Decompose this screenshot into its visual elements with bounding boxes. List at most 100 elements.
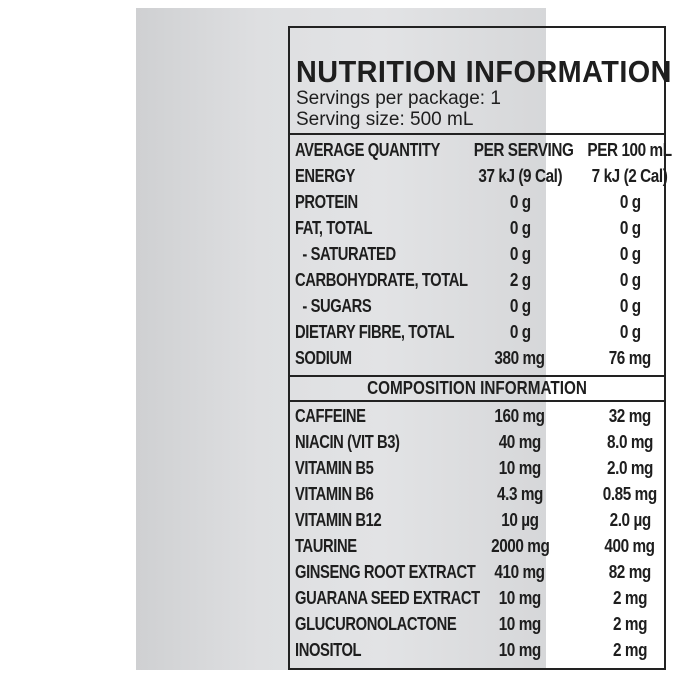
cell-text: GINSENG ROOT EXTRACT bbox=[295, 562, 476, 582]
table-row: FAT, TOTAL 0 g 0 g bbox=[290, 218, 664, 243]
composition-title: COMPOSITION INFORMATION bbox=[367, 378, 587, 398]
cell-text: 2.0 mg bbox=[607, 458, 653, 478]
per-serving-value: 10 mg bbox=[465, 458, 575, 479]
per-100ml-value: 2 mg bbox=[580, 640, 679, 661]
table-row: SODIUM 380 mg 76 mg bbox=[290, 348, 664, 373]
nutrition-panel: NUTRITION INFORMATION Servings per packa… bbox=[288, 26, 673, 670]
per-100ml-value: 2.0 µg bbox=[580, 510, 679, 531]
per-serving-value: 0 g bbox=[465, 218, 575, 239]
per-serving-value: 0 g bbox=[465, 296, 575, 317]
cell-text: 40 mg bbox=[498, 432, 542, 452]
table-row: CAFFEINE 160 mg 32 mg bbox=[290, 406, 664, 431]
per-100ml-value: 0.85 mg bbox=[580, 484, 679, 505]
table-row: - SATURATED 0 g 0 g bbox=[290, 244, 664, 269]
cell-text: 7 kJ (2 Cal) bbox=[592, 166, 668, 186]
cell-text: 0 g bbox=[619, 192, 641, 212]
per-serving-value: 40 mg bbox=[465, 432, 575, 453]
table-row: VITAMIN B12 10 µg 2.0 µg bbox=[290, 510, 664, 535]
divider bbox=[290, 375, 664, 377]
per-100ml-value: 0 g bbox=[580, 218, 679, 239]
per-100ml-value: 0 g bbox=[580, 270, 679, 291]
cell-text: 2 mg bbox=[612, 588, 647, 608]
serving-size: Serving size: 500 mL bbox=[296, 109, 474, 130]
per-serving-value: PER SERVING bbox=[465, 140, 575, 161]
per-100ml-value: 0 g bbox=[580, 296, 679, 317]
nutrient-name: INOSITOL bbox=[295, 640, 362, 661]
cell-text: 0 g bbox=[509, 244, 531, 264]
cell-text: CARBOHYDRATE, TOTAL bbox=[295, 270, 468, 290]
nutrient-name: VITAMIN B6 bbox=[295, 484, 374, 505]
cell-text: 0 g bbox=[509, 192, 531, 212]
cell-text: VITAMIN B12 bbox=[295, 510, 382, 530]
cell-text: 32 mg bbox=[608, 406, 652, 426]
cell-text: 4.3 mg bbox=[497, 484, 543, 504]
cell-text: SODIUM bbox=[295, 348, 352, 368]
table-row: VITAMIN B6 4.3 mg 0.85 mg bbox=[290, 484, 664, 509]
per-100ml-value: 76 mg bbox=[580, 348, 679, 369]
table-row: CARBOHYDRATE, TOTAL 2 g 0 g bbox=[290, 270, 664, 295]
divider bbox=[290, 400, 664, 402]
table-row: GUARANA SEED EXTRACT 10 mg 2 mg bbox=[290, 588, 664, 613]
table-header: AVERAGE QUANTITY PER SERVING PER 100 mL bbox=[290, 140, 673, 165]
nutrient-name: CAFFEINE bbox=[295, 406, 366, 427]
cell-text: GUARANA SEED EXTRACT bbox=[295, 588, 480, 608]
per-100ml-value: 0 g bbox=[580, 244, 679, 265]
cell-text: 0.85 mg bbox=[602, 484, 657, 504]
nutrient-name: - SATURATED bbox=[295, 244, 396, 265]
nutrient-name: ENERGY bbox=[295, 166, 355, 187]
nutrient-name: VITAMIN B5 bbox=[295, 458, 374, 479]
per-serving-value: 4.3 mg bbox=[465, 484, 575, 505]
table-row: PROTEIN 0 g 0 g bbox=[290, 192, 664, 217]
per-serving-value: 10 µg bbox=[465, 510, 575, 531]
table-row: INOSITOL 10 mg 2 mg bbox=[290, 640, 664, 665]
table-row: ENERGY 37 kJ (9 Cal) 7 kJ (2 Cal) bbox=[290, 166, 668, 191]
cell-text: FAT, TOTAL bbox=[295, 218, 373, 238]
nutrient-name: TAURINE bbox=[295, 536, 357, 557]
table-row: - SUGARS 0 g 0 g bbox=[290, 296, 664, 321]
cell-text: 10 mg bbox=[498, 458, 542, 478]
per-100ml-value: 0 g bbox=[580, 192, 679, 213]
per-100ml-value: 0 g bbox=[580, 322, 679, 343]
cell-text: 10 mg bbox=[498, 588, 542, 608]
cell-text: TAURINE bbox=[295, 536, 357, 556]
cell-text: 10 mg bbox=[498, 640, 542, 660]
nutrient-name: GUARANA SEED EXTRACT bbox=[295, 588, 480, 609]
cell-text: 410 mg bbox=[494, 562, 546, 582]
cell-text: 0 g bbox=[509, 322, 531, 342]
table-row: TAURINE 2000 mg 400 mg bbox=[290, 536, 664, 561]
cell-text: PER SERVING bbox=[473, 140, 574, 160]
cell-text: AVERAGE QUANTITY bbox=[295, 140, 440, 160]
nutrient-name: AVERAGE QUANTITY bbox=[295, 140, 440, 161]
per-serving-value: 160 mg bbox=[465, 406, 575, 427]
cell-text: 10 mg bbox=[498, 614, 542, 634]
cell-text: GLUCURONOLACTONE bbox=[295, 614, 457, 634]
nutrient-name: SODIUM bbox=[295, 348, 352, 369]
cell-text: 380 mg bbox=[494, 348, 546, 368]
cell-text: - SATURATED bbox=[295, 244, 396, 264]
cell-text: 160 mg bbox=[494, 406, 546, 426]
per-serving-value: 0 g bbox=[465, 192, 575, 213]
cell-text: NIACIN (VIT B3) bbox=[295, 432, 400, 452]
per-100ml-value: 8.0 mg bbox=[580, 432, 679, 453]
per-serving-value: 10 mg bbox=[465, 640, 575, 661]
per-100ml-value: 82 mg bbox=[580, 562, 679, 583]
cell-text: CAFFEINE bbox=[295, 406, 366, 426]
cell-text: 8.0 mg bbox=[607, 432, 653, 452]
per-100ml-value: 2.0 mg bbox=[580, 458, 679, 479]
cell-text: PER 100 mL bbox=[587, 140, 673, 160]
nutrient-name: CARBOHYDRATE, TOTAL bbox=[295, 270, 468, 291]
per-serving-value: 2 g bbox=[465, 270, 575, 291]
per-serving-value: 2000 mg bbox=[465, 536, 575, 557]
per-serving-value: 37 kJ (9 Cal) bbox=[465, 166, 575, 187]
nutrition-label: NUTRITION INFORMATION Servings per packa… bbox=[136, 8, 673, 670]
per-serving-value: 10 mg bbox=[465, 614, 575, 635]
cell-text: 0 g bbox=[509, 296, 531, 316]
cell-text: PROTEIN bbox=[295, 192, 358, 212]
nutrient-name: VITAMIN B12 bbox=[295, 510, 382, 531]
cell-text: 0 g bbox=[619, 296, 641, 316]
divider bbox=[290, 133, 664, 135]
cell-text: 2 mg bbox=[612, 640, 647, 660]
table-row: GLUCURONOLACTONE 10 mg 2 mg bbox=[290, 614, 664, 639]
cell-text: 0 g bbox=[509, 218, 531, 238]
per-serving-value: 10 mg bbox=[465, 588, 575, 609]
